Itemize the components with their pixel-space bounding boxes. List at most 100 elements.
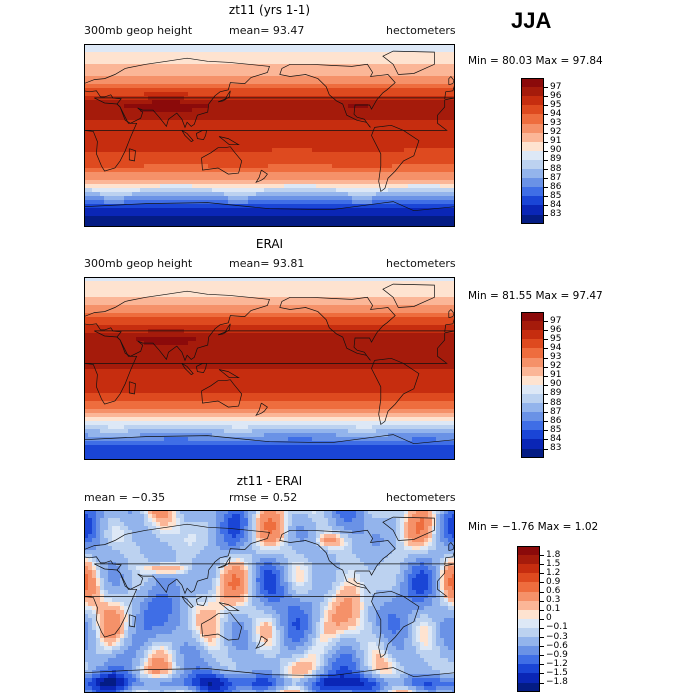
heatmap-cell bbox=[420, 144, 425, 149]
heatmap-cell bbox=[444, 144, 449, 149]
heatmap-cell bbox=[388, 44, 393, 49]
heatmap-cell bbox=[152, 160, 157, 165]
heatmap-cell bbox=[96, 84, 101, 89]
heatmap-cell bbox=[376, 84, 381, 89]
heatmap-cell bbox=[164, 112, 169, 117]
heatmap-cell bbox=[380, 220, 385, 225]
heatmap-cell bbox=[272, 140, 277, 145]
heatmap-cell bbox=[272, 180, 277, 185]
heatmap-cell bbox=[164, 48, 169, 53]
heatmap-cell bbox=[244, 132, 249, 137]
heatmap-cell bbox=[296, 208, 301, 213]
heatmap-cell bbox=[404, 60, 409, 65]
heatmap-cell bbox=[424, 124, 429, 129]
heatmap-cell bbox=[200, 184, 205, 189]
heatmap-cell bbox=[152, 48, 157, 53]
heatmap-cell bbox=[144, 204, 149, 209]
heatmap-cell bbox=[92, 92, 97, 97]
heatmap-cell bbox=[88, 289, 93, 294]
heatmap-cell bbox=[416, 76, 421, 81]
heatmap-cell bbox=[268, 80, 273, 85]
heatmap-cell bbox=[176, 204, 181, 209]
heatmap-cell bbox=[444, 168, 449, 173]
heatmap-cell bbox=[424, 84, 429, 89]
heatmap-cell bbox=[412, 160, 417, 165]
heatmap-cell bbox=[376, 72, 381, 77]
heatmap-cell bbox=[228, 297, 233, 302]
heatmap-cell bbox=[404, 285, 409, 290]
heatmap-cell bbox=[244, 293, 249, 298]
heatmap-cell bbox=[248, 84, 253, 89]
colorbar-tick-label: 87 bbox=[550, 172, 562, 183]
heatmap-cell bbox=[236, 160, 241, 165]
heatmap-cell bbox=[296, 80, 301, 85]
heatmap-cell bbox=[376, 184, 381, 189]
heatmap-cell bbox=[292, 281, 297, 286]
heatmap-cell bbox=[364, 212, 369, 217]
heatmap-cell bbox=[280, 204, 285, 209]
heatmap-cell bbox=[288, 220, 293, 225]
heatmap-cell bbox=[104, 200, 109, 205]
heatmap-cell bbox=[288, 132, 293, 137]
heatmap-cell bbox=[404, 64, 409, 69]
heatmap-cell bbox=[324, 44, 329, 49]
heatmap-cell bbox=[296, 148, 301, 153]
heatmap-cell bbox=[204, 297, 209, 302]
heatmap-cell bbox=[376, 204, 381, 209]
heatmap-cell bbox=[164, 92, 169, 97]
heatmap-cell bbox=[392, 60, 397, 65]
heatmap-cell bbox=[168, 196, 173, 201]
heatmap-cell bbox=[220, 80, 225, 85]
heatmap-cell bbox=[272, 176, 277, 181]
heatmap-cell bbox=[288, 216, 293, 221]
heatmap-cell bbox=[108, 148, 113, 153]
heatmap-cell bbox=[360, 156, 365, 161]
heatmap-cell bbox=[452, 116, 455, 121]
heatmap-cell bbox=[360, 144, 365, 149]
heatmap-cell bbox=[244, 140, 249, 145]
heatmap-cell bbox=[200, 216, 205, 221]
heatmap-cell bbox=[196, 196, 201, 201]
heatmap-cell bbox=[288, 164, 293, 169]
heatmap-cell bbox=[84, 277, 89, 282]
colorbar-tick bbox=[544, 87, 548, 89]
heatmap-cell bbox=[172, 80, 177, 85]
heatmap-cell bbox=[424, 277, 429, 282]
heatmap-cell bbox=[116, 132, 121, 137]
heatmap-cell bbox=[312, 204, 317, 209]
heatmap-cell bbox=[348, 84, 353, 89]
colorbar-tick bbox=[544, 114, 548, 116]
heatmap-cell bbox=[372, 48, 377, 53]
heatmap-cell bbox=[156, 80, 161, 85]
heatmap-cell bbox=[392, 100, 397, 105]
heatmap-cell bbox=[260, 136, 265, 141]
heatmap-cell bbox=[144, 297, 149, 302]
heatmap-cell bbox=[260, 80, 265, 85]
heatmap-cell bbox=[244, 152, 249, 157]
heatmap-cell bbox=[404, 168, 409, 173]
heatmap-cell bbox=[324, 160, 329, 165]
heatmap-cell bbox=[444, 64, 449, 69]
heatmap-cell bbox=[424, 293, 429, 298]
heatmap-cell bbox=[404, 172, 409, 177]
heatmap-cell bbox=[300, 192, 305, 197]
heatmap-cell bbox=[200, 124, 205, 129]
heatmap-cell bbox=[204, 220, 209, 225]
heatmap-cell bbox=[404, 132, 409, 137]
heatmap-cell bbox=[336, 120, 341, 125]
heatmap-cell bbox=[136, 220, 141, 225]
heatmap-cell bbox=[88, 144, 93, 149]
heatmap-cell bbox=[176, 80, 181, 85]
heatmap-cell bbox=[172, 188, 177, 193]
heatmap-cell bbox=[148, 281, 153, 286]
heatmap-cell bbox=[348, 204, 353, 209]
heatmap-cell bbox=[420, 108, 425, 113]
heatmap-cell bbox=[188, 88, 193, 93]
heatmap-cell bbox=[104, 220, 109, 225]
heatmap-cell bbox=[216, 281, 221, 286]
heatmap-cell bbox=[288, 92, 293, 97]
heatmap-cell bbox=[136, 297, 141, 302]
heatmap-cell bbox=[144, 112, 149, 117]
heatmap-cell bbox=[124, 76, 129, 81]
heatmap-cell bbox=[104, 208, 109, 213]
